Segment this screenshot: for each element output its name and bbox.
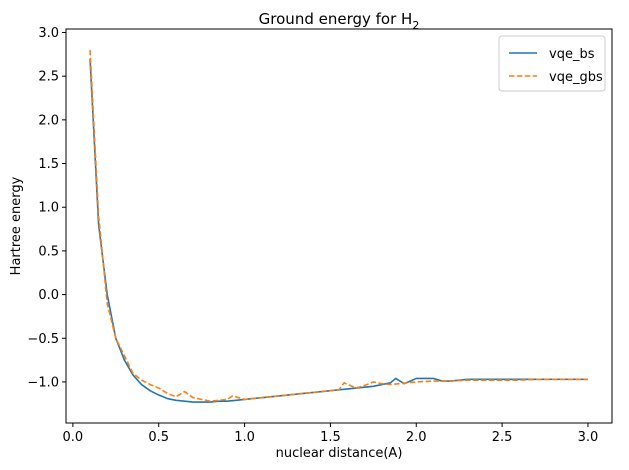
x-tick-label: 2.0 [406, 430, 427, 445]
x-axis-ticks: 0.0 0.5 1.0 1.5 2.0 2.5 3.0 [63, 423, 599, 445]
series-layer [89, 49, 588, 403]
y-tick-label: 3.0 [38, 26, 59, 41]
chart-title: Ground energy for H2 [259, 10, 420, 32]
x-tick-label: 0.5 [148, 430, 169, 445]
legend-box [498, 35, 606, 92]
y-tick-label: 0.0 [38, 288, 59, 303]
legend: vqe_bs vqe_gbs [498, 35, 606, 92]
y-tick-label: 1.5 [38, 157, 59, 172]
chart-title-text: Ground energy for H [259, 10, 413, 28]
y-axis-label: Hartree energy [9, 176, 24, 275]
y-tick-label: 2.0 [38, 113, 59, 128]
x-axis-label: nuclear distance(A) [276, 446, 403, 461]
y-tick-label: 1.0 [38, 201, 59, 216]
plot-frame [65, 28, 613, 424]
x-tick-label: 0.0 [63, 430, 84, 445]
x-tick-label: 2.5 [492, 430, 513, 445]
chart-title-subscript: 2 [412, 19, 419, 32]
x-tick-label: 1.0 [234, 430, 255, 445]
legend-label-vqe-gbs: vqe_gbs [549, 70, 603, 85]
y-tick-label: −1.0 [27, 375, 59, 390]
y-tick-label: 0.5 [38, 244, 59, 259]
y-tick-label: −0.5 [27, 332, 59, 347]
x-tick-label: 3.0 [578, 430, 599, 445]
series-line-vqe-bs [89, 58, 588, 403]
y-tick-label: 2.5 [38, 70, 59, 85]
legend-label-vqe-bs: vqe_bs [549, 47, 595, 62]
series-line-vqe-gbs [89, 49, 588, 402]
y-axis-ticks: −1.0 −0.5 0.0 0.5 1.0 1.5 2.0 2.5 3.0 [27, 26, 66, 390]
x-tick-label: 1.5 [320, 430, 341, 445]
